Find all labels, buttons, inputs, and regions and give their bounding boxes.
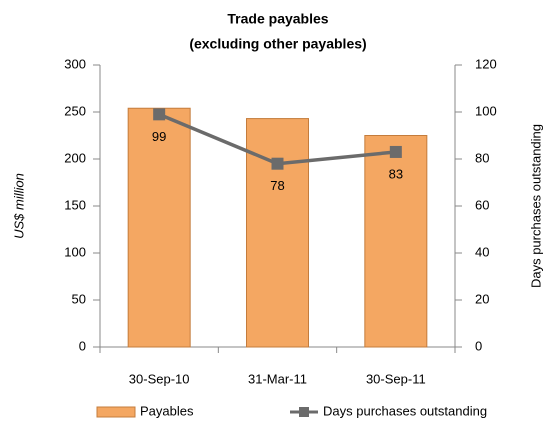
y2-tick-label: 120 [475,56,497,71]
chart-title: Trade payables [227,11,328,27]
data-label: 83 [389,166,403,181]
legend-label: Days purchases outstanding [323,403,487,418]
chart-subtitle: (excluding other payables) [189,36,366,52]
line-marker [153,108,166,121]
line-marker [271,157,284,170]
y2-tick-label: 40 [475,244,489,259]
y-axis-label: US$ million [11,173,26,239]
y-tick-label: 100 [64,244,86,259]
legend-swatch [96,406,136,418]
y2-tick-label: 20 [475,291,489,306]
legend-marker [299,407,309,417]
line-marker [389,145,402,158]
data-label: 78 [270,178,284,193]
y2-tick-label: 100 [475,103,497,118]
x-tick-label: 30-Sep-11 [366,371,426,386]
y2-tick-label: 60 [475,197,489,212]
y-tick-label: 150 [64,197,86,212]
y-tick-label: 300 [64,56,86,71]
y2-tick-label: 80 [475,150,489,165]
y-tick-label: 200 [64,150,86,165]
y2-axis-label: Days purchases outstanding [528,124,543,288]
x-tick-label: 30-Sep-10 [129,371,190,386]
data-label: 99 [152,129,166,144]
x-tick-label: 31-Mar-11 [248,371,307,386]
y-tick-label: 250 [64,103,86,118]
bar [364,135,428,348]
y2-tick-label: 0 [475,338,482,353]
legend-label: Payables [140,403,194,418]
y-tick-label: 50 [72,291,86,306]
y-tick-label: 0 [79,338,86,353]
bar [127,107,191,348]
